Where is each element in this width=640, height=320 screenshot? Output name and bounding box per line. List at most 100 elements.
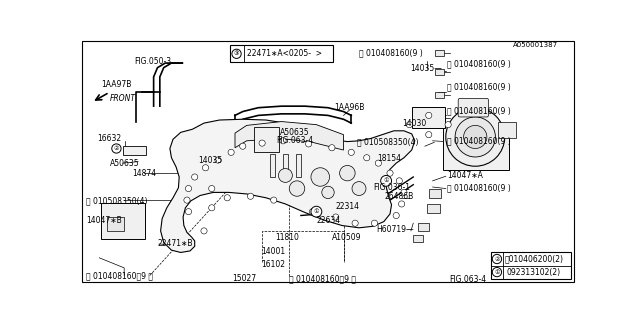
Text: H60719—: H60719— xyxy=(376,225,413,234)
Circle shape xyxy=(311,206,322,217)
Circle shape xyxy=(224,195,230,201)
Text: 11810: 11810 xyxy=(275,233,299,242)
Text: FIG.063-4: FIG.063-4 xyxy=(276,136,313,145)
Circle shape xyxy=(364,155,370,161)
Circle shape xyxy=(322,186,334,198)
Circle shape xyxy=(375,160,381,166)
Circle shape xyxy=(186,209,191,215)
Text: ①: ① xyxy=(494,269,500,275)
Circle shape xyxy=(271,197,277,203)
Circle shape xyxy=(492,268,502,277)
Text: 1AA96B: 1AA96B xyxy=(334,103,365,112)
Circle shape xyxy=(463,125,487,148)
Bar xyxy=(254,127,279,152)
Circle shape xyxy=(259,140,265,146)
Text: 18154: 18154 xyxy=(378,154,402,163)
Text: A50635: A50635 xyxy=(280,128,310,137)
Circle shape xyxy=(209,205,215,211)
Text: ①: ① xyxy=(383,178,389,183)
Text: A10509: A10509 xyxy=(332,233,362,242)
Text: FIG.063-4: FIG.063-4 xyxy=(449,275,486,284)
Text: Ⓑ 010508350(4): Ⓑ 010508350(4) xyxy=(86,196,148,205)
Circle shape xyxy=(201,228,207,234)
Text: 22471∗B: 22471∗B xyxy=(157,239,193,249)
Circle shape xyxy=(305,141,312,147)
Circle shape xyxy=(348,149,355,156)
Text: Ⓑ 010408160（9 ）: Ⓑ 010408160（9 ） xyxy=(289,274,356,283)
Text: 15027: 15027 xyxy=(232,274,256,283)
Circle shape xyxy=(248,193,253,199)
FancyBboxPatch shape xyxy=(458,99,488,117)
Circle shape xyxy=(329,145,335,151)
FancyBboxPatch shape xyxy=(444,126,509,170)
Circle shape xyxy=(191,174,198,180)
Text: A050001387: A050001387 xyxy=(513,42,557,48)
Text: Ⓑ 010408160(9 ): Ⓑ 010408160(9 ) xyxy=(447,59,511,68)
Text: Ⓑ 010408160(9 ): Ⓑ 010408160(9 ) xyxy=(447,106,511,115)
FancyBboxPatch shape xyxy=(101,203,145,239)
Circle shape xyxy=(239,143,246,149)
Circle shape xyxy=(352,182,366,196)
Circle shape xyxy=(387,170,393,176)
Text: 14874: 14874 xyxy=(132,169,157,179)
Text: Ⓑ 010408160(9 ): Ⓑ 010408160(9 ) xyxy=(447,83,511,92)
Circle shape xyxy=(280,138,286,144)
Text: 26486B: 26486B xyxy=(385,192,414,201)
Circle shape xyxy=(311,168,330,186)
Circle shape xyxy=(401,189,407,196)
Circle shape xyxy=(396,178,403,184)
Circle shape xyxy=(215,157,221,163)
Circle shape xyxy=(399,201,404,207)
Circle shape xyxy=(426,112,432,118)
Text: Ⓑ 010408160(9 ): Ⓑ 010408160(9 ) xyxy=(447,136,511,145)
Circle shape xyxy=(289,181,305,196)
Text: Ⓑ 010508350(4): Ⓑ 010508350(4) xyxy=(358,138,419,147)
Polygon shape xyxy=(161,119,415,252)
Bar xyxy=(429,188,441,198)
Text: FRONT: FRONT xyxy=(109,94,136,103)
Circle shape xyxy=(184,197,190,203)
Circle shape xyxy=(455,117,495,157)
Text: 22471∗A<0205-  >: 22471∗A<0205- > xyxy=(246,49,322,58)
FancyBboxPatch shape xyxy=(498,122,516,138)
Bar xyxy=(283,154,288,177)
Circle shape xyxy=(340,165,355,181)
Circle shape xyxy=(445,122,451,128)
Bar xyxy=(491,252,572,279)
Circle shape xyxy=(371,220,378,226)
Bar xyxy=(296,154,301,177)
Circle shape xyxy=(278,169,292,182)
Text: 14047∗A: 14047∗A xyxy=(447,171,483,180)
FancyBboxPatch shape xyxy=(412,107,445,128)
Circle shape xyxy=(112,144,121,153)
Text: 14035—: 14035— xyxy=(410,64,442,73)
Text: ②: ② xyxy=(114,146,119,151)
Bar xyxy=(428,204,440,213)
Text: Ⓑ010406200(2): Ⓑ010406200(2) xyxy=(505,254,564,263)
Text: 16102: 16102 xyxy=(261,260,285,268)
Circle shape xyxy=(232,49,241,59)
Bar xyxy=(123,146,146,156)
Text: 22314: 22314 xyxy=(336,202,360,211)
Circle shape xyxy=(381,175,392,186)
Bar xyxy=(435,92,444,99)
Text: ③: ③ xyxy=(234,51,239,56)
Circle shape xyxy=(492,254,502,264)
Text: 16632: 16632 xyxy=(97,134,121,143)
Circle shape xyxy=(333,214,339,220)
Bar xyxy=(435,69,444,75)
Text: 22634: 22634 xyxy=(316,216,340,225)
Text: ①: ① xyxy=(314,209,319,214)
Text: ②: ② xyxy=(494,257,500,261)
Bar xyxy=(270,154,275,177)
Circle shape xyxy=(209,186,215,192)
Text: A50635: A50635 xyxy=(109,159,139,168)
Circle shape xyxy=(406,122,412,128)
Bar xyxy=(107,217,124,231)
Text: 092313102(2): 092313102(2) xyxy=(506,268,561,276)
Text: Ⓑ 010408160（9 ）: Ⓑ 010408160（9 ） xyxy=(86,271,153,280)
Text: 1AA97B: 1AA97B xyxy=(102,80,132,89)
Text: Ⓑ 010408160(9 ): Ⓑ 010408160(9 ) xyxy=(359,49,423,58)
Circle shape xyxy=(202,165,209,171)
Text: 14030: 14030 xyxy=(403,119,427,128)
